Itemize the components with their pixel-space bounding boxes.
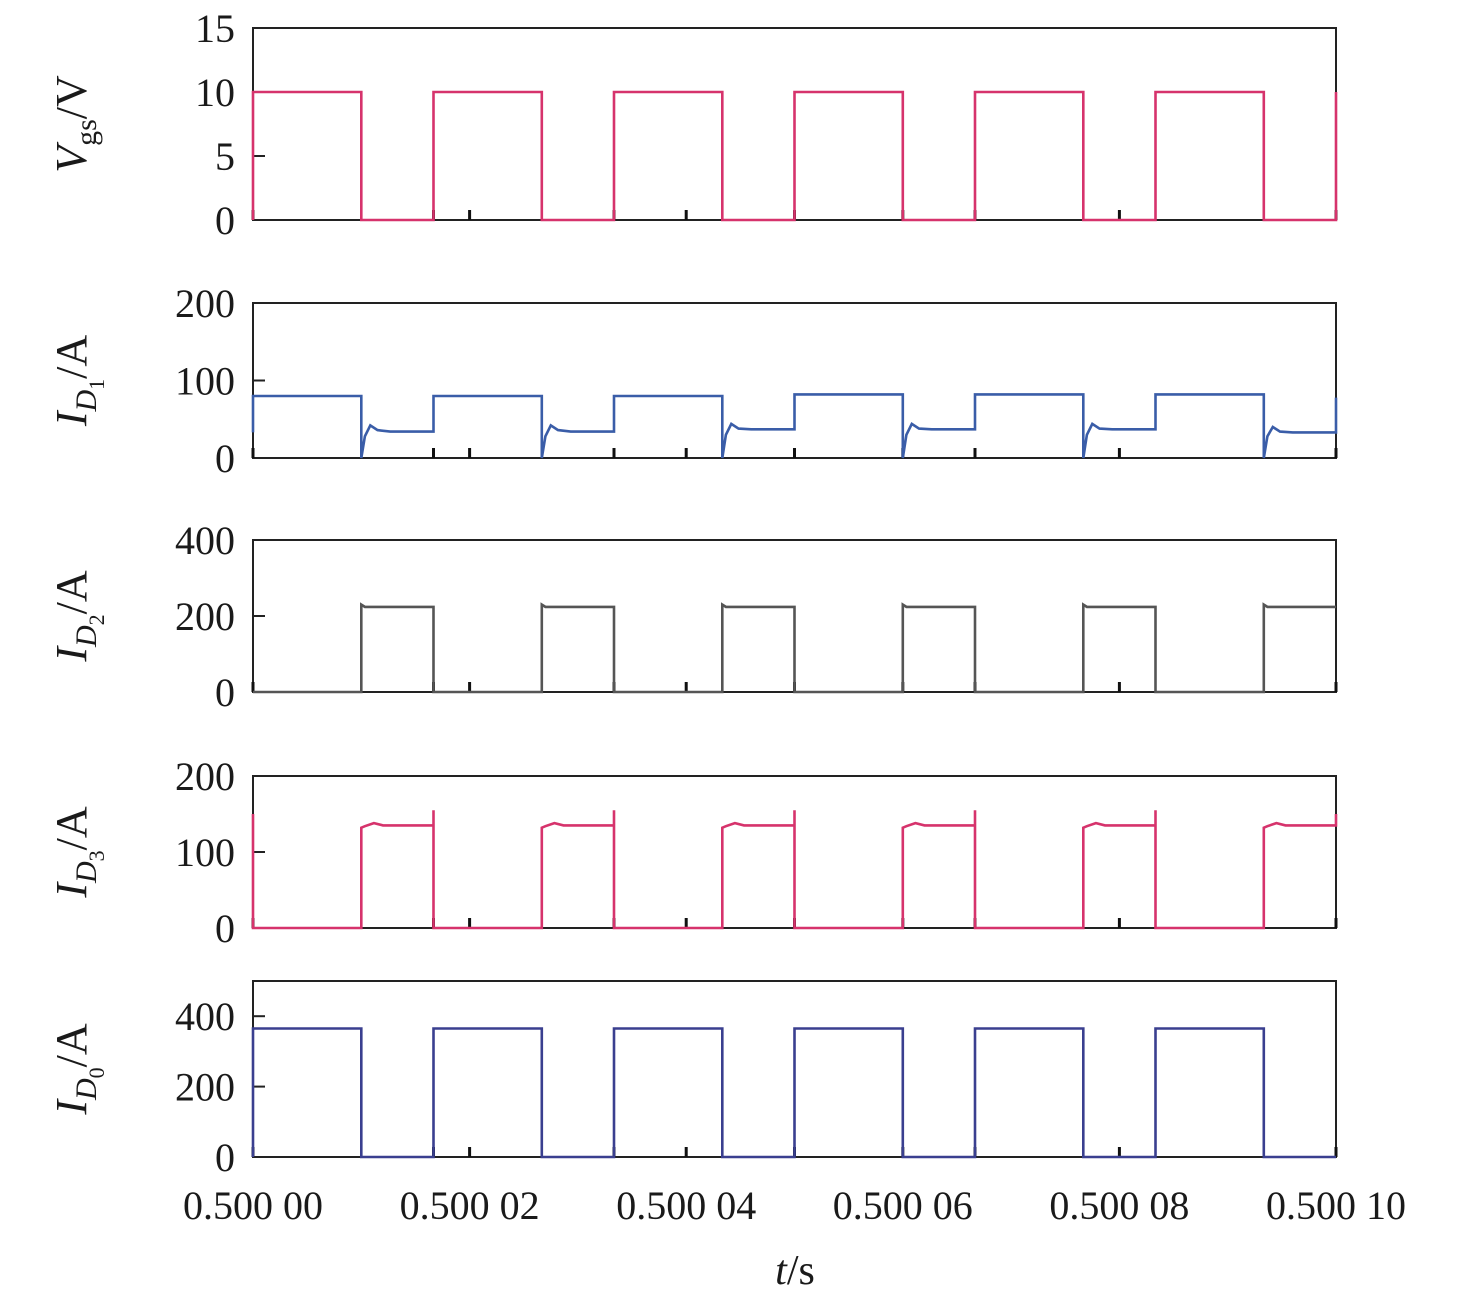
series-line-4-1 [251,810,1338,930]
panel-4: 0 100 200 ID3/A [47,754,1338,951]
x-tick-label: 0.500 02 [400,1183,540,1228]
y-tick-label: 200 [175,754,235,799]
panel-1: 0 5 10 15 Vgs/V [47,6,1338,243]
y-label-subscript: D [70,861,103,884]
y-label-subscript: D [70,390,103,413]
y-label-subscript: gs [70,119,103,146]
series-line-5-1 [251,1027,1336,1159]
x-tick-label: 0.500 08 [1049,1183,1189,1228]
y-tick-label: 100 [175,359,235,404]
y-label-sub-subscript: 0 [84,1067,109,1078]
x-tick-label: 0.500 04 [616,1183,756,1228]
series-line-3-1 [253,602,1336,694]
y-label-symbol: I [47,1098,96,1116]
y-label-symbol: V [47,141,96,173]
y-label-unit: /A [47,806,96,850]
x-axis: t/s 0.500 00 0.500 02 0.500 04 0.500 06 0.50… [183,1183,1406,1294]
x-tick-label: 0.500 10 [1266,1183,1406,1228]
x-tick-label: 0.500 00 [183,1183,323,1228]
panel-3: 0 200 400 ID2/A [47,518,1338,715]
y-tick-label: 10 [195,70,235,115]
y-tick-label: 0 [215,436,235,481]
y-label-sub-subscript: 2 [84,614,109,625]
plot-frame [252,302,1337,459]
y-tick-label: 0 [215,670,235,715]
panel-2: 0 100 200 ID1/A [47,281,1338,481]
y-tick-label: 5 [215,134,235,179]
y-tick-label: 200 [175,594,235,639]
x-axis-label: t/s [775,1248,815,1294]
y-label-unit: /A [47,335,96,379]
y-tick-label: 200 [175,281,235,326]
y-label-symbol: I [47,645,96,663]
y-tick-label: 15 [195,6,235,51]
y-tick-label: 200 [175,1065,235,1110]
series-line-2-1 [251,393,1338,459]
y-tick-label: 400 [175,994,235,1039]
y-label-unit: /A [47,1023,96,1067]
y-axis-label: ID1/A [47,335,109,428]
y-axis-label: ID0/A [47,1023,109,1116]
y-label-unit: /V [47,75,96,119]
y-tick-label: 100 [175,830,235,875]
y-axis-label: ID2/A [47,570,109,663]
y-label-sub-subscript: 3 [84,850,109,861]
y-tick-label: 0 [215,906,235,951]
series-line-1-1 [251,90,1338,222]
y-axis-label: Vgs/V [47,75,103,173]
y-label-subscript: D [70,625,103,648]
y-label-symbol: I [47,409,96,427]
y-label-unit: /A [47,570,96,614]
y-axis-label: ID3/A [47,806,109,899]
y-tick-label: 0 [215,198,235,243]
y-tick-label: 400 [175,518,235,563]
y-tick-label: 0 [215,1135,235,1180]
y-label-symbol: I [47,881,96,899]
x-tick-label: 0.500 06 [833,1183,973,1228]
y-label-sub-subscript: 1 [84,379,109,390]
y-label-subscript: D [70,1078,103,1101]
